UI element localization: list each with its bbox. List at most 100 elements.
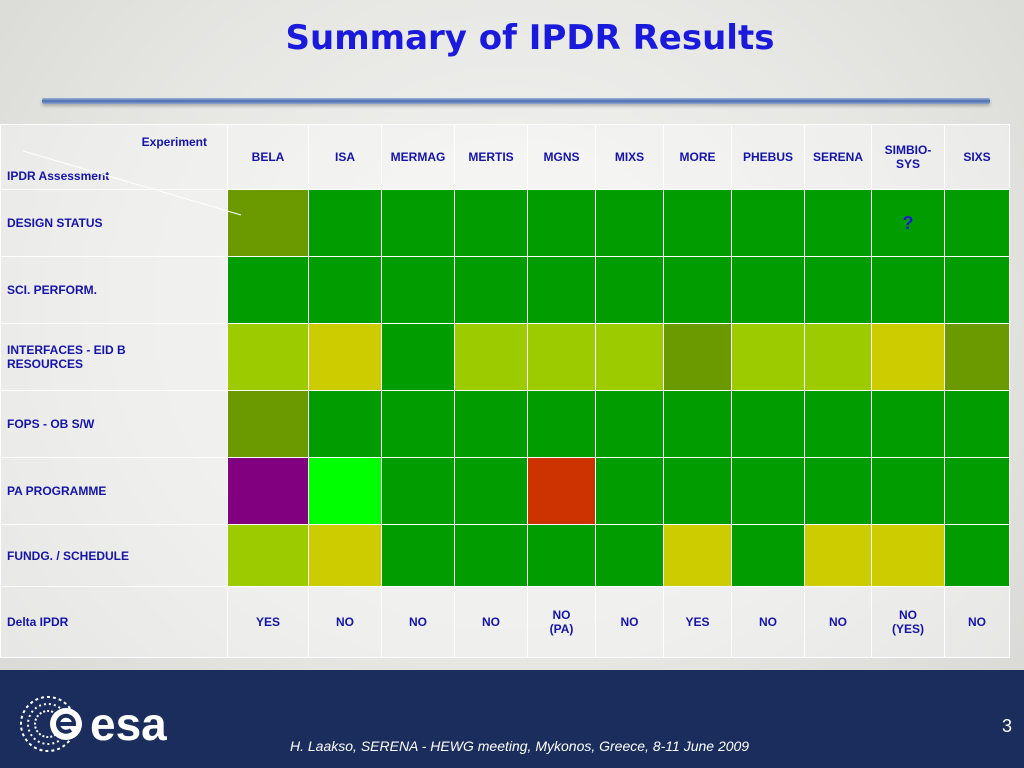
status-cell [871,457,945,525]
corner-cell: Experiment IPDR Assessment [0,124,242,216]
assessment-row: DESIGN STATUS? [0,189,1010,257]
status-cell [381,524,455,587]
status-cell: ? [871,189,945,257]
status-cell [527,390,596,458]
status-cell [804,189,872,257]
status-cell [663,524,732,587]
status-cell [595,189,664,257]
status-cell [731,323,805,391]
diagonal-divider [22,150,242,216]
column-header: SIXS [944,124,1010,190]
assessment-row: FOPS - OB S/W [0,390,1010,458]
slide-title: Summary of IPDR Results [285,18,775,58]
esa-logo: esa [18,694,208,759]
status-cell [308,457,382,525]
status-cell [308,323,382,391]
status-cell [663,390,732,458]
status-cell [227,457,309,525]
experiment-label: Experiment [141,135,207,149]
status-cell [944,189,1010,257]
status-cell [663,323,732,391]
status-cell [731,457,805,525]
status-cell [527,323,596,391]
status-cell [804,323,872,391]
page-number: 3 [1001,716,1012,736]
footer-citation: H. Laakso, SERENA - HEWG meeting, Mykono… [290,738,750,754]
column-header: ISA [308,124,382,190]
status-cell [663,457,732,525]
delta-value: NO [804,586,872,658]
status-cell [871,390,945,458]
status-cell [944,457,1010,525]
column-header: BELA [227,124,309,190]
title-divider [42,98,990,104]
delta-value: NO [944,586,1010,658]
assessment-label: IPDR Assessment [7,169,110,183]
row-label: FOPS - OB S/W [0,390,228,458]
status-cell [227,256,309,324]
status-cell [308,256,382,324]
status-cell [595,323,664,391]
status-cell [381,390,455,458]
column-header: MERTIS [454,124,528,190]
status-cell [227,524,309,587]
status-cell [527,256,596,324]
status-cell [454,390,528,458]
status-cell [454,189,528,257]
status-cell [871,323,945,391]
assessment-row: PA PROGRAMME [0,457,1010,525]
delta-value: NO (YES) [871,586,945,658]
footer-bar: esa H. Laakso, SERENA - HEWG meeting, My… [0,670,1024,768]
column-header: MGNS [527,124,596,190]
status-cell [731,189,805,257]
status-cell [381,189,455,257]
esa-logo-text: esa [90,698,167,750]
delta-value: NO (PA) [527,586,596,658]
column-header: MORE [663,124,732,190]
status-cell [595,256,664,324]
row-label: PA PROGRAMME [0,457,228,525]
status-cell [731,524,805,587]
status-cell [381,256,455,324]
status-cell [871,524,945,587]
ipdr-results-table: Experiment IPDR Assessment BELA ISA MERMAG ME… [0,124,1010,658]
status-cell [804,390,872,458]
row-label: SCI. PERFORM. [0,256,228,324]
status-cell [944,256,1010,324]
status-cell [944,390,1010,458]
status-cell [454,457,528,525]
assessment-row: FUNDG. / SCHEDULE [0,524,1010,587]
status-cell [381,323,455,391]
status-cell [381,457,455,525]
status-cell [227,189,309,257]
status-cell [308,524,382,587]
delta-value: NO [731,586,805,658]
status-cell [944,323,1010,391]
status-cell [454,256,528,324]
status-cell [663,256,732,324]
status-cell [871,256,945,324]
status-cell [527,189,596,257]
delta-value: YES [227,586,309,658]
row-label: INTERFACES - EID B RESOURCES [0,323,228,391]
status-cell [527,524,596,587]
delta-value: NO [595,586,664,658]
esa-logo-icon: esa [20,696,167,752]
status-cell [804,524,872,587]
status-cell [595,457,664,525]
column-header: PHEBUS [731,124,805,190]
status-cell [454,323,528,391]
status-cell [595,524,664,587]
status-cell [804,256,872,324]
question-mark: ? [902,212,914,233]
delta-row: Delta IPDR YES NO NO NO NO (PA) NO YES NO NO NO (YES… [0,586,1010,658]
status-cell [731,390,805,458]
row-label: FUNDG. / SCHEDULE [0,524,228,587]
header-row: Experiment IPDR Assessment BELA ISA MERMAG ME… [0,124,1010,216]
column-header: MERMAG [381,124,455,190]
column-header: SERENA [804,124,872,190]
assessment-row: INTERFACES - EID B RESOURCES [0,323,1010,391]
delta-value: NO [454,586,528,658]
status-cell [663,189,732,257]
status-cell [454,524,528,587]
